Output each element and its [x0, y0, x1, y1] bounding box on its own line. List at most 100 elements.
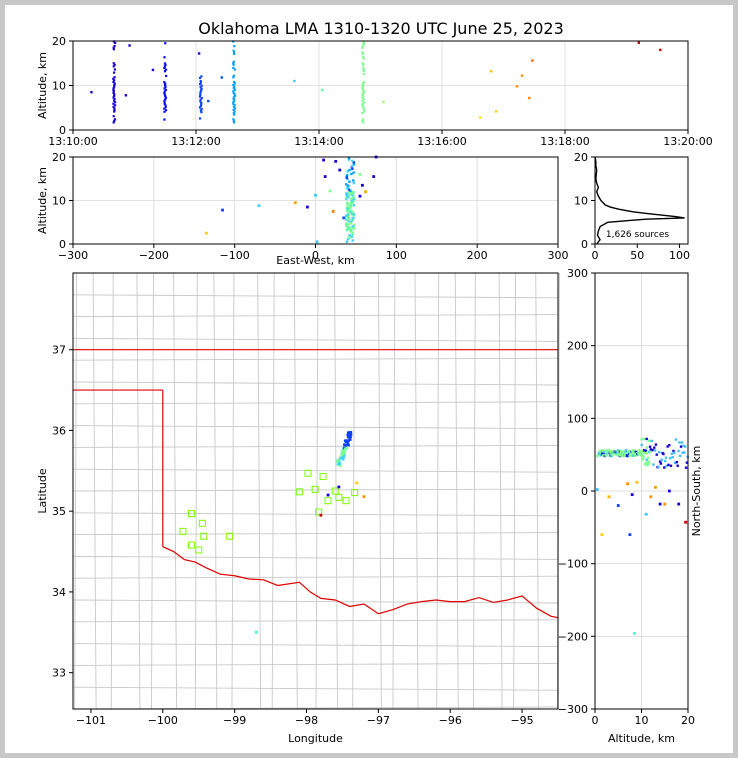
time-source-point: [361, 83, 365, 87]
ew-source-point: [349, 210, 353, 214]
time-source-point: [113, 110, 116, 113]
time-source-point: [232, 96, 235, 99]
county-line: [72, 425, 559, 430]
ew-source-point: [346, 206, 349, 210]
ew-source-point: [346, 177, 349, 181]
time-source-point: [363, 107, 366, 110]
time-source-point: [113, 108, 116, 112]
time-source-point: [200, 89, 203, 92]
time-source-point: [198, 106, 202, 109]
time-source-point: [361, 104, 364, 107]
ns-panel-ytick-label: −300: [558, 703, 588, 716]
ew-source-point: [352, 163, 355, 167]
time-source-point: [198, 95, 202, 98]
ew-source-point: [347, 219, 350, 223]
county-line: [72, 444, 559, 448]
ns-source-point: [668, 456, 672, 460]
lma-station-marker: [200, 532, 208, 540]
time-source-point: [361, 99, 364, 102]
ew-source-point: [338, 168, 342, 172]
time-source-point: [163, 99, 166, 102]
ns-source-point: [642, 449, 646, 452]
time-source-point: [362, 118, 365, 121]
time-source-point: [163, 62, 167, 65]
ew-source-point: [349, 189, 352, 193]
ew-source-point: [358, 173, 362, 176]
ew-source-point: [351, 201, 354, 204]
time-panel-ytick-label: 0: [59, 124, 66, 137]
time-source-point: [362, 44, 365, 47]
ew-source-point: [351, 211, 354, 215]
ns-source-point: [641, 458, 644, 461]
ns-source-point: [640, 438, 643, 441]
ns-source-point: [600, 533, 604, 536]
ew-source-point: [351, 210, 354, 214]
time-source-point: [198, 76, 202, 80]
source-count-annotation: 1,626 sources: [606, 230, 670, 240]
ew-source-point: [350, 228, 353, 232]
ew-source-point: [350, 172, 353, 176]
time-source-point: [113, 118, 117, 121]
ns-source-point: [641, 454, 644, 457]
time-source-point: [113, 97, 116, 101]
time-source-point: [114, 101, 117, 104]
map-source-point: [349, 435, 352, 439]
ew-panel-ytick-label: 20: [52, 151, 66, 164]
ns-source-point: [643, 451, 647, 454]
ew-source-point: [293, 201, 297, 205]
ns-source-point: [662, 452, 665, 456]
ew-source-point: [346, 223, 349, 227]
time-source-point: [164, 95, 167, 98]
ew-source-point: [352, 217, 355, 220]
ns-source-point: [605, 453, 608, 457]
ns-source-point: [595, 488, 599, 491]
ew-source-point: [347, 196, 350, 199]
ns-source-point: [637, 449, 641, 452]
ns-source-point: [658, 451, 661, 454]
lma-station-marker: [188, 510, 196, 518]
ew-source-point: [348, 226, 351, 229]
time-source-point: [164, 105, 167, 109]
ew-source-point: [351, 167, 354, 170]
lma-station-marker: [198, 519, 206, 527]
hist-panel-xtick-label: 100: [669, 249, 690, 262]
ew-source-point: [345, 223, 348, 227]
map-source-point: [345, 440, 349, 444]
ns-source-point: [624, 450, 627, 454]
altitude-histogram-line: [594, 156, 685, 245]
ew-source-point: [345, 214, 348, 217]
time-source-point: [362, 97, 365, 101]
ew-source-point: [204, 231, 208, 235]
time-source-point: [151, 68, 155, 72]
ns-source-point: [684, 445, 687, 448]
time-source-point: [362, 91, 365, 94]
time-source-point: [113, 76, 116, 79]
time-source-point: [163, 107, 166, 110]
ns-panel-xtick-label: 20: [681, 714, 695, 727]
time-source-point: [361, 51, 364, 54]
ew-source-point: [351, 194, 355, 198]
time-source-point: [361, 62, 364, 65]
time-panel-xtick-label: 13:18:00: [540, 135, 589, 148]
time-source-point: [199, 109, 203, 112]
time-source-point: [199, 100, 202, 103]
ns-source-point: [675, 460, 679, 464]
map-source-point: [335, 460, 339, 463]
time-source-point: [515, 85, 519, 88]
map-source-point: [339, 456, 342, 460]
time-source-point: [293, 79, 296, 83]
time-source-point: [124, 94, 128, 97]
ns-source-point: [639, 450, 643, 453]
ew-source-point: [331, 209, 335, 213]
ns-source-point: [683, 451, 686, 454]
time-source-point: [199, 90, 202, 94]
time-source-point: [164, 42, 167, 45]
ew-source-point: [352, 227, 356, 230]
ns-source-point: [663, 502, 667, 506]
time-source-point: [232, 119, 236, 122]
ew-source-point: [346, 201, 349, 204]
ew-source-point: [345, 240, 349, 244]
county-line: [352, 272, 356, 710]
time-source-point: [112, 99, 116, 102]
ew-panel-xtick-label: −200: [139, 249, 169, 262]
